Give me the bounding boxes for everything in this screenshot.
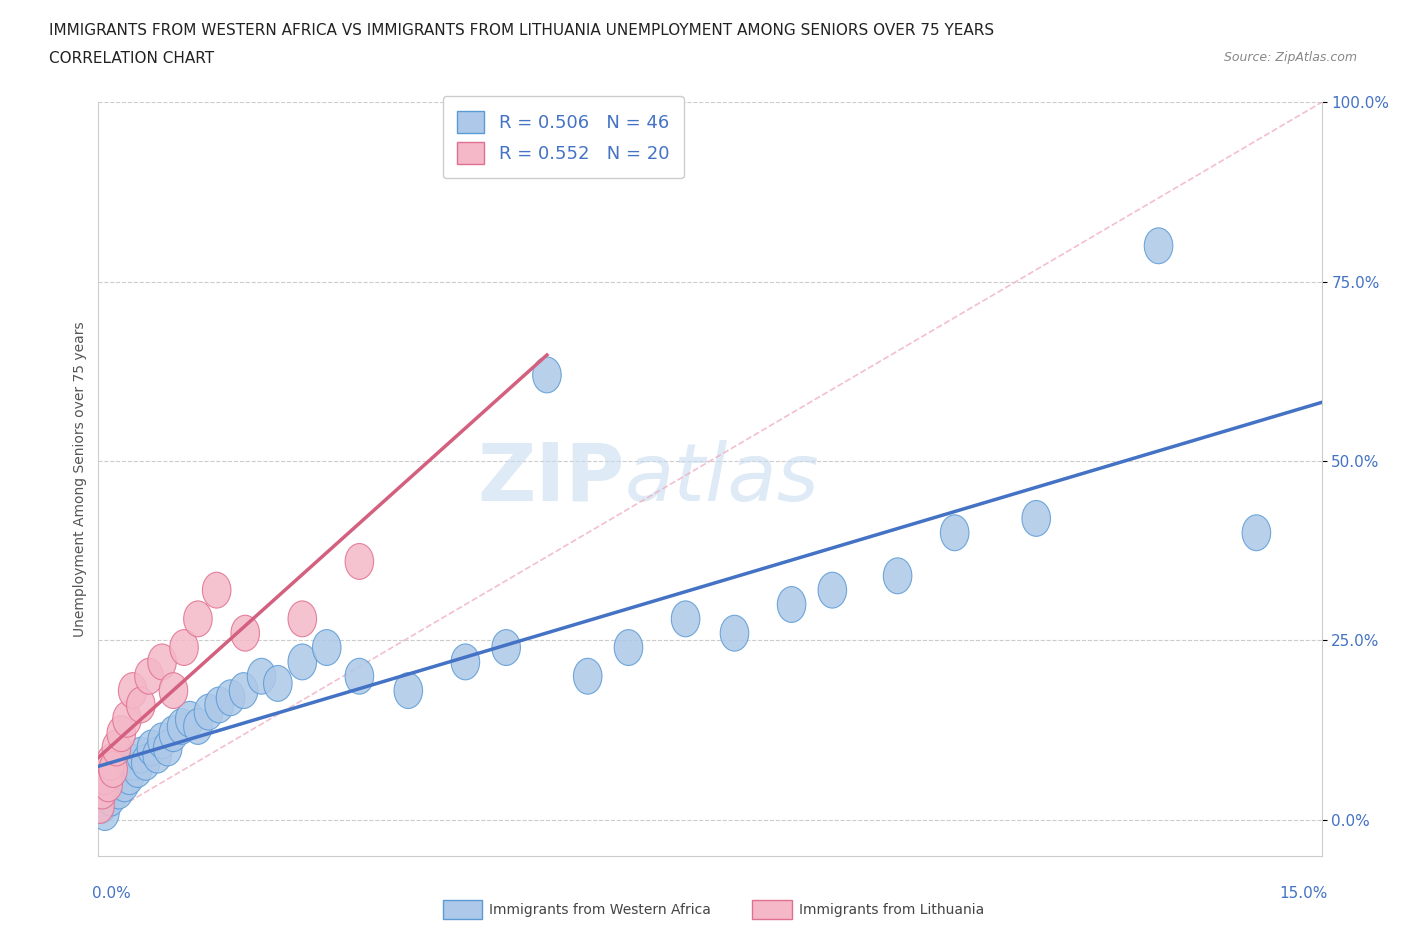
Ellipse shape <box>883 558 912 593</box>
Ellipse shape <box>288 601 316 637</box>
Ellipse shape <box>818 572 846 608</box>
Ellipse shape <box>97 744 125 780</box>
Text: Immigrants from Western Africa: Immigrants from Western Africa <box>489 902 711 917</box>
Ellipse shape <box>138 730 166 766</box>
Ellipse shape <box>115 759 143 794</box>
Legend: R = 0.506   N = 46, R = 0.552   N = 20: R = 0.506 N = 46, R = 0.552 N = 20 <box>443 97 683 179</box>
Ellipse shape <box>135 658 163 694</box>
Ellipse shape <box>344 658 374 694</box>
Ellipse shape <box>89 788 117 823</box>
Ellipse shape <box>124 751 152 788</box>
Text: IMMIGRANTS FROM WESTERN AFRICA VS IMMIGRANTS FROM LITHUANIA UNEMPLOYMENT AMONG S: IMMIGRANTS FROM WESTERN AFRICA VS IMMIGR… <box>49 23 994 38</box>
Ellipse shape <box>103 730 131 766</box>
Ellipse shape <box>671 601 700 637</box>
Text: Immigrants from Lithuania: Immigrants from Lithuania <box>799 902 984 917</box>
Ellipse shape <box>148 723 176 759</box>
Ellipse shape <box>131 744 160 780</box>
Ellipse shape <box>89 773 117 809</box>
Ellipse shape <box>288 644 316 680</box>
Ellipse shape <box>148 644 176 680</box>
Ellipse shape <box>127 687 155 723</box>
Ellipse shape <box>159 716 188 751</box>
Y-axis label: Unemployment Among Seniors over 75 years: Unemployment Among Seniors over 75 years <box>73 321 87 637</box>
Ellipse shape <box>118 672 148 709</box>
Ellipse shape <box>492 630 520 666</box>
Ellipse shape <box>231 616 260 651</box>
Ellipse shape <box>112 701 141 737</box>
Ellipse shape <box>194 694 222 730</box>
Ellipse shape <box>153 730 181 766</box>
Text: Source: ZipAtlas.com: Source: ZipAtlas.com <box>1223 51 1357 64</box>
Ellipse shape <box>184 601 212 637</box>
Ellipse shape <box>98 766 128 802</box>
Ellipse shape <box>90 794 120 830</box>
Ellipse shape <box>176 701 204 737</box>
Ellipse shape <box>1144 228 1173 264</box>
Ellipse shape <box>159 672 188 709</box>
Ellipse shape <box>98 751 128 788</box>
Ellipse shape <box>394 672 423 709</box>
Ellipse shape <box>170 630 198 666</box>
Ellipse shape <box>202 572 231 608</box>
Ellipse shape <box>451 644 479 680</box>
Ellipse shape <box>1022 500 1050 537</box>
Ellipse shape <box>107 716 135 751</box>
Ellipse shape <box>1241 515 1271 551</box>
Ellipse shape <box>205 687 233 723</box>
Ellipse shape <box>229 672 257 709</box>
Ellipse shape <box>778 587 806 622</box>
Ellipse shape <box>614 630 643 666</box>
Ellipse shape <box>344 543 374 579</box>
Ellipse shape <box>127 737 155 773</box>
Text: ZIP: ZIP <box>477 440 624 518</box>
Ellipse shape <box>94 773 122 809</box>
Ellipse shape <box>574 658 602 694</box>
Ellipse shape <box>86 788 114 823</box>
Ellipse shape <box>312 630 342 666</box>
Ellipse shape <box>110 766 139 802</box>
Ellipse shape <box>941 515 969 551</box>
Ellipse shape <box>94 766 122 802</box>
Ellipse shape <box>217 680 245 716</box>
Text: 15.0%: 15.0% <box>1279 885 1327 901</box>
Ellipse shape <box>104 773 134 809</box>
Ellipse shape <box>263 666 292 701</box>
Text: atlas: atlas <box>624 440 820 518</box>
Ellipse shape <box>143 737 172 773</box>
Ellipse shape <box>90 759 120 794</box>
Ellipse shape <box>167 709 195 744</box>
Text: 0.0%: 0.0% <box>93 885 131 901</box>
Ellipse shape <box>533 357 561 392</box>
Ellipse shape <box>720 616 749 651</box>
Ellipse shape <box>97 780 125 817</box>
Ellipse shape <box>118 744 148 780</box>
Ellipse shape <box>103 759 131 794</box>
Ellipse shape <box>184 709 212 744</box>
Text: CORRELATION CHART: CORRELATION CHART <box>49 51 214 66</box>
Ellipse shape <box>247 658 276 694</box>
Ellipse shape <box>107 751 135 788</box>
